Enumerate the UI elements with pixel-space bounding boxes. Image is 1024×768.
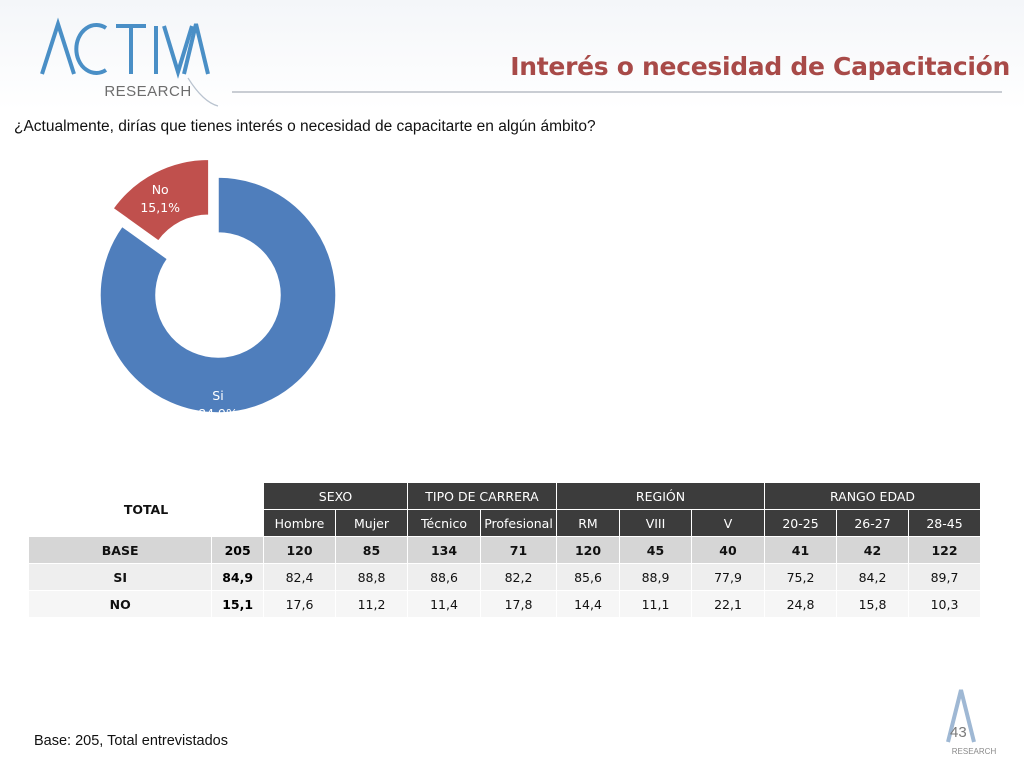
table-cell: 17,6 — [263, 590, 336, 618]
table-cell: 77,9 — [691, 563, 765, 591]
total-cell: 84,9 — [211, 563, 264, 591]
table-cell: 11,1 — [619, 590, 692, 618]
table-cell: 120 — [556, 536, 620, 564]
total-cell: 205 — [211, 536, 264, 564]
subheader-viii: VIII — [619, 509, 692, 537]
table-cell: 134 — [407, 536, 481, 564]
table-cell: 45 — [619, 536, 692, 564]
table-cell: 41 — [764, 536, 837, 564]
table-cell: 75,2 — [764, 563, 837, 591]
table-cell: 122 — [908, 536, 981, 564]
table-row-base: BASE 205 120 85 134 71 120 45 40 41 42 1… — [27, 536, 981, 564]
title-divider — [232, 91, 1002, 93]
table-cell: 11,2 — [335, 590, 408, 618]
table-cell: 84,2 — [836, 563, 909, 591]
table-cell: 82,4 — [263, 563, 336, 591]
table-cell: 42 — [836, 536, 909, 564]
table-cell: 85,6 — [556, 563, 620, 591]
subheader-20-25: 20-25 — [764, 509, 837, 537]
table-cell: 40 — [691, 536, 765, 564]
subheader-v: V — [691, 509, 765, 537]
activa-research-logo: RESEARCH — [40, 17, 219, 107]
base-footnote: Base: 205, Total entrevistados — [34, 733, 228, 749]
subheader-26-27: 26-27 — [836, 509, 909, 537]
group-header-sexo: SEXO — [263, 482, 408, 510]
subheader-rm: RM — [556, 509, 620, 537]
survey-question: ¿Actualmente, dirías que tienes interés … — [14, 118, 596, 135]
subheader-tecnico: Técnico — [407, 509, 481, 537]
total-header: TOTAL — [28, 482, 264, 537]
table-cell: 88,9 — [619, 563, 692, 591]
table-cell: 71 — [480, 536, 557, 564]
slice-category-label: No — [152, 182, 169, 197]
group-header-tipo-carrera: TIPO DE CARRERA — [407, 482, 557, 510]
table-cell: 24,8 — [764, 590, 837, 618]
slice-value-label: 15,1% — [140, 200, 180, 215]
subheader-hombre: Hombre — [263, 509, 336, 537]
group-header-region: REGIÓN — [556, 482, 765, 510]
table-row-no: NO 15,1 17,6 11,2 11,4 17,8 14,4 11,1 22… — [27, 590, 981, 618]
table-cell: 88,6 — [407, 563, 481, 591]
donut-chart: Si 84,9% No 15,1% — [99, 158, 337, 421]
row-label: BASE — [27, 536, 213, 564]
table-cell: 85 — [335, 536, 408, 564]
group-header-rango-edad: RANGO EDAD — [764, 482, 981, 510]
footer-logo-text: RESEARCH — [952, 747, 997, 756]
subheader-profesional: Profesional — [480, 509, 557, 537]
table-cell: 10,3 — [908, 590, 981, 618]
subheader-28-45: 28-45 — [908, 509, 981, 537]
table-cell: 14,4 — [556, 590, 620, 618]
table-cell: 88,8 — [335, 563, 408, 591]
slide-title: Interés o necesidad de Capacitación — [510, 52, 1010, 81]
crosstab-table: TOTAL SEXO TIPO DE CARRERA REGIÓN RANGO … — [27, 482, 981, 618]
total-cell: 15,1 — [211, 590, 264, 618]
table-cell: 120 — [263, 536, 336, 564]
table-cell: 15,8 — [836, 590, 909, 618]
footer-logo: RESEARCH — [946, 689, 997, 756]
logo-subtitle: RESEARCH — [104, 83, 191, 100]
donut-slice-si — [99, 176, 337, 414]
slice-value-label: 84,9% — [198, 406, 238, 421]
table-cell: 17,8 — [480, 590, 557, 618]
row-label: NO — [27, 590, 213, 618]
donut-slice-no — [111, 158, 210, 243]
table-cell: 11,4 — [407, 590, 481, 618]
subheader-mujer: Mujer — [335, 509, 408, 537]
table-row-si: SI 84,9 82,4 88,8 88,6 82,2 85,6 88,9 77… — [27, 563, 981, 591]
table-cell: 89,7 — [908, 563, 981, 591]
slice-category-label: Si — [212, 388, 223, 403]
row-label: SI — [27, 563, 213, 591]
table-cell: 22,1 — [691, 590, 765, 618]
page-number: 43 — [950, 724, 967, 741]
table-cell: 82,2 — [480, 563, 557, 591]
